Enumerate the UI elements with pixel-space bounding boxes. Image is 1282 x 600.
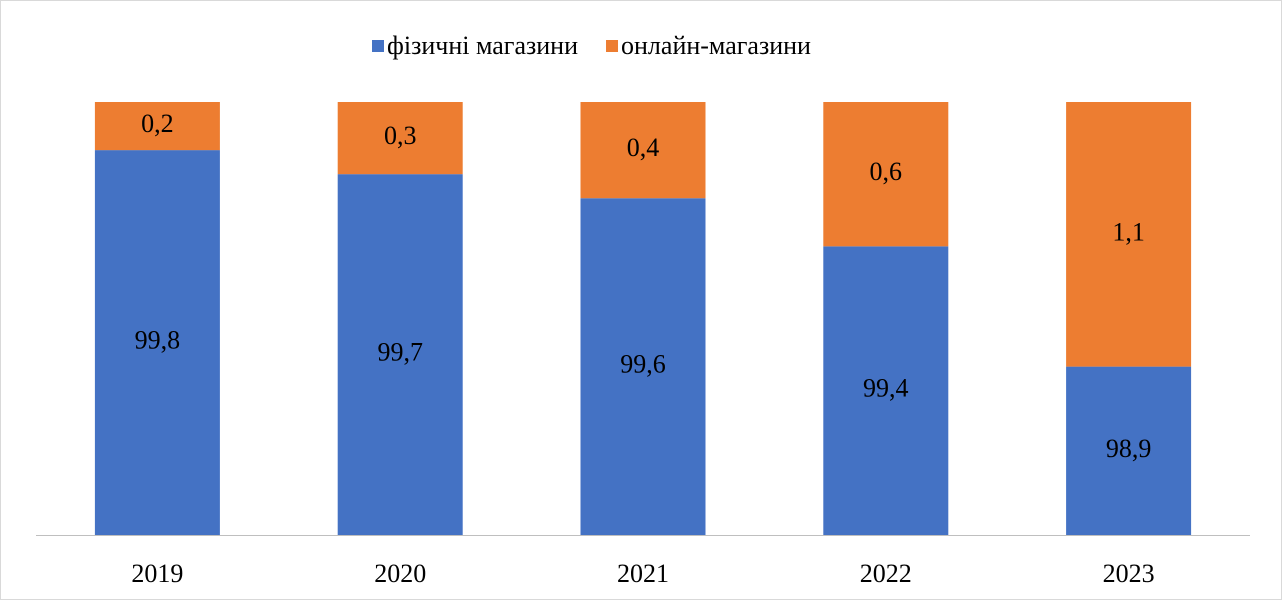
data-label: 0,3 bbox=[384, 121, 417, 150]
data-label: 98,9 bbox=[1106, 434, 1152, 463]
legend-label: фізичні магазини bbox=[387, 31, 578, 60]
bar-segment bbox=[94, 150, 220, 535]
data-label: 0,4 bbox=[627, 133, 660, 162]
x-tick-label: 2020 bbox=[374, 559, 426, 588]
bar-segment bbox=[337, 174, 463, 535]
data-label: 99,8 bbox=[135, 326, 181, 355]
data-label: 0,6 bbox=[870, 157, 903, 186]
data-label: 0,2 bbox=[141, 109, 174, 138]
data-label: 99,6 bbox=[620, 350, 666, 379]
data-label: 1,1 bbox=[1112, 217, 1145, 246]
bar-segment bbox=[580, 102, 706, 199]
x-tick-label: 2021 bbox=[617, 559, 669, 588]
bar-segment bbox=[823, 246, 949, 536]
x-tick-label: 2022 bbox=[860, 559, 912, 588]
x-tick-label: 2019 bbox=[131, 559, 183, 588]
legend-label: онлайн-магазини bbox=[621, 31, 811, 60]
bar-segment bbox=[337, 102, 463, 175]
bar-segment bbox=[580, 198, 706, 535]
data-label: 99,4 bbox=[863, 374, 909, 403]
x-tick-label: 2023 bbox=[1103, 559, 1155, 588]
bar-segment bbox=[1066, 366, 1192, 535]
bar-segment bbox=[94, 102, 220, 151]
data-label: 99,7 bbox=[377, 338, 423, 367]
bar-segment bbox=[823, 102, 949, 247]
legend-swatch bbox=[372, 40, 384, 52]
legend-swatch bbox=[606, 40, 619, 52]
bar-segment bbox=[1066, 102, 1192, 367]
